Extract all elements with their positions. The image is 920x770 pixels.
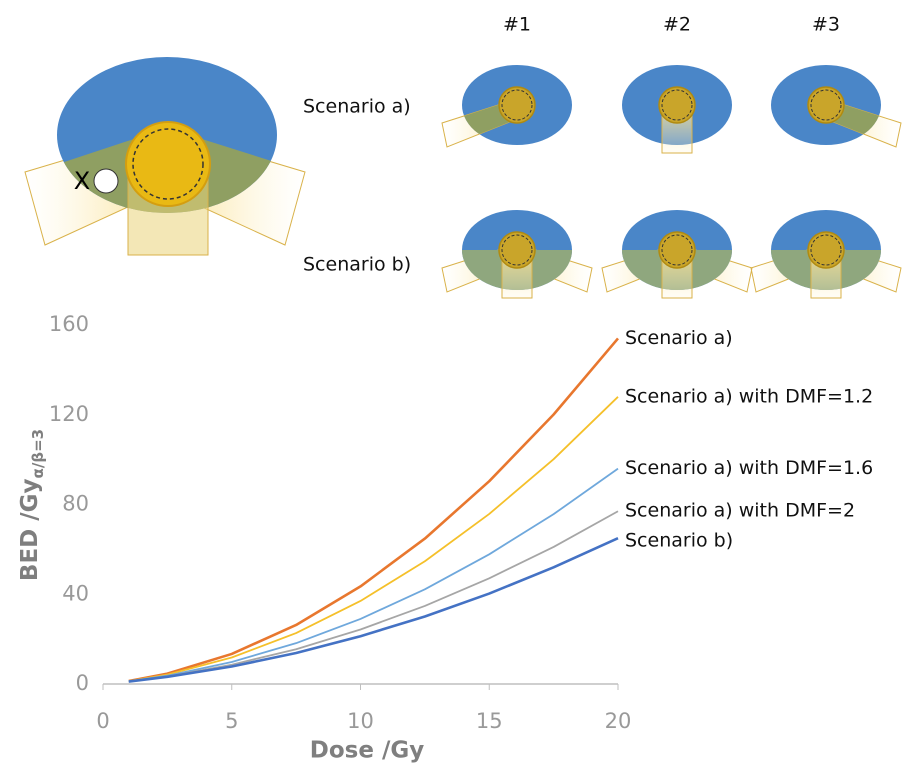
- figure: X #1 #2 #3 Scenario a) Scenario b) Dose …: [0, 0, 920, 766]
- page: X #1 #2 #3 Scenario a) Scenario b) Dose …: [0, 0, 920, 770]
- diagram-a2: [622, 65, 732, 153]
- x-tick-label: 5: [225, 709, 238, 733]
- y-axis-label: BED /Gyα/β=3: [17, 429, 47, 581]
- column-label: #2: [663, 14, 691, 36]
- diagram-b1: [442, 210, 592, 298]
- row-label: Scenario b): [303, 254, 411, 276]
- series-line: [129, 338, 618, 681]
- legend-label: Scenario a) with DMF=1.6: [625, 457, 873, 479]
- y-tick-label: 120: [49, 402, 89, 426]
- small-diagrams: [442, 65, 901, 298]
- y-axis-label-subscript: α/β=3: [29, 429, 47, 479]
- x-tick-label: 0: [96, 709, 109, 733]
- row-label: Scenario a): [303, 96, 411, 118]
- column-label: #3: [812, 14, 840, 36]
- y-tick-label: 160: [49, 312, 89, 336]
- x-tick-label: 20: [605, 709, 632, 733]
- x-axis-label: Dose /Gy: [310, 738, 424, 764]
- legend-label: Scenario a) with DMF=2: [625, 500, 855, 522]
- series-line: [129, 397, 618, 681]
- diagram-b3: [751, 210, 901, 298]
- series-line: [129, 469, 618, 682]
- diagram-a1: [442, 65, 572, 147]
- y-axis-label-main: BED /Gy: [17, 478, 43, 581]
- x-tick-label: 15: [476, 709, 503, 733]
- y-tick-label: 40: [62, 581, 89, 605]
- series-line: [129, 511, 618, 681]
- y-tick-label: 80: [62, 492, 89, 516]
- series-line: [129, 538, 618, 681]
- legend-label: Scenario a): [625, 327, 733, 349]
- y-tick-label: 0: [76, 671, 89, 695]
- column-label: #1: [503, 14, 531, 36]
- x-tick-label: 10: [347, 709, 374, 733]
- legend-label: Scenario a) with DMF=1.2: [625, 385, 873, 407]
- marker-label: X: [74, 167, 90, 195]
- diagram-a3: [771, 65, 901, 147]
- diagram-b2: [602, 210, 752, 298]
- target: [126, 122, 210, 206]
- big-diagram: X: [25, 57, 305, 255]
- legend-label: Scenario b): [625, 530, 733, 552]
- organ-point: [94, 169, 118, 193]
